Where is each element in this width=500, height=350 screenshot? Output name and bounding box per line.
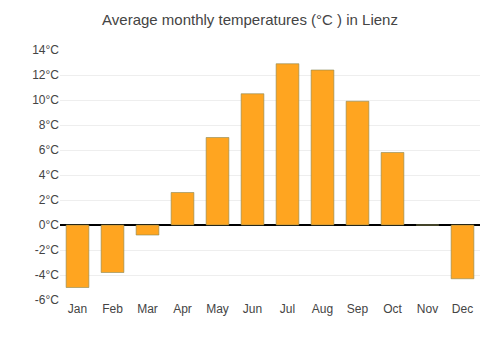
svg-text:0°C: 0°C bbox=[39, 218, 59, 232]
svg-text:Nov: Nov bbox=[417, 302, 438, 316]
svg-text:12°C: 12°C bbox=[32, 68, 59, 82]
svg-text:Aug: Aug bbox=[312, 302, 333, 316]
svg-text:-4°C: -4°C bbox=[35, 268, 59, 282]
svg-text:4°C: 4°C bbox=[39, 168, 59, 182]
svg-text:Feb: Feb bbox=[102, 302, 123, 316]
svg-text:Mar: Mar bbox=[137, 302, 158, 316]
svg-text:May: May bbox=[206, 302, 229, 316]
svg-text:Jul: Jul bbox=[280, 302, 295, 316]
svg-text:Jun: Jun bbox=[243, 302, 262, 316]
svg-text:Jan: Jan bbox=[68, 302, 87, 316]
svg-text:2°C: 2°C bbox=[39, 193, 59, 207]
svg-text:Dec: Dec bbox=[452, 302, 473, 316]
svg-text:14°C: 14°C bbox=[32, 43, 59, 57]
svg-text:Average monthly temperatures (: Average monthly temperatures (°C ) in Li… bbox=[102, 11, 398, 28]
svg-text:-2°C: -2°C bbox=[35, 243, 59, 257]
svg-text:8°C: 8°C bbox=[39, 118, 59, 132]
svg-text:Sep: Sep bbox=[347, 302, 369, 316]
svg-text:Oct: Oct bbox=[383, 302, 402, 316]
svg-text:Apr: Apr bbox=[173, 302, 192, 316]
svg-text:6°C: 6°C bbox=[39, 143, 59, 157]
svg-text:-6°C: -6°C bbox=[35, 293, 59, 307]
svg-text:10°C: 10°C bbox=[32, 93, 59, 107]
